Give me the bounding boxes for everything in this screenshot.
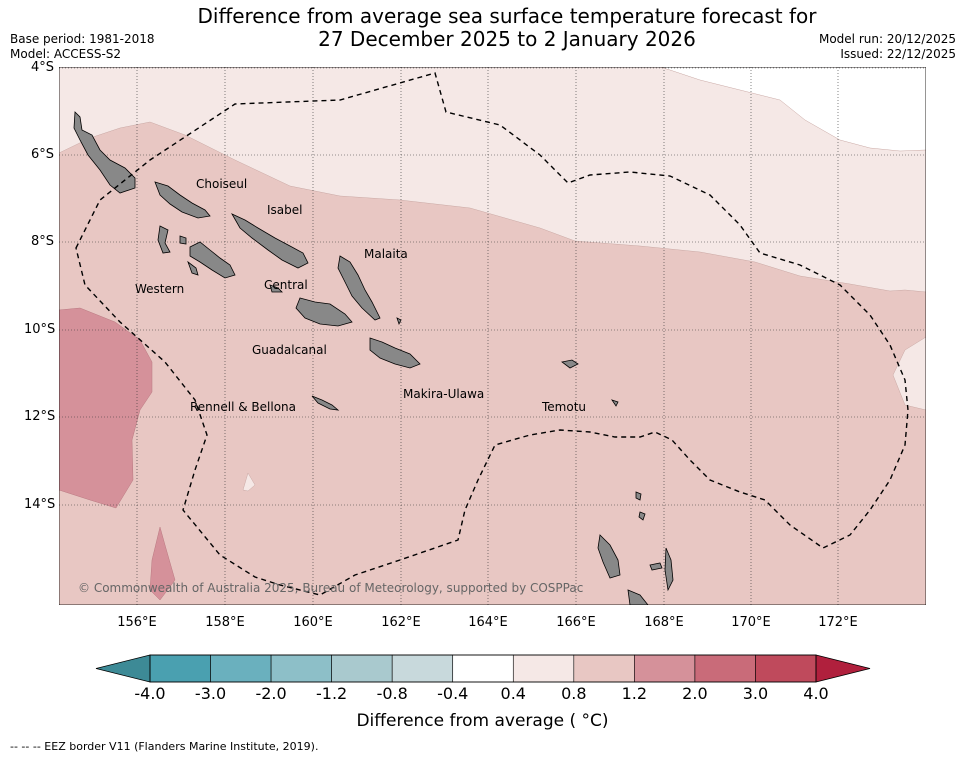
eez-border <box>75 72 909 596</box>
colorbar-cells <box>149 654 817 683</box>
map-panel <box>59 67 926 605</box>
colorbar-tick-label: -2.0 <box>255 684 287 703</box>
island-espiritu-santo <box>597 534 621 579</box>
colorbar-tick-label: 0.8 <box>561 684 587 703</box>
colorbar-tick-label: -3.0 <box>194 684 227 703</box>
gridlines <box>59 67 926 605</box>
lon-label-156e: 156°E <box>117 615 157 630</box>
anomaly-band-neutral-ne <box>659 67 926 152</box>
lon-label-170e: 170°E <box>731 615 771 630</box>
colorbar-extend-high <box>815 654 871 683</box>
lon-label-166e: 166°E <box>556 615 596 630</box>
colorbar-tick-label: 0.4 <box>500 684 526 703</box>
anomaly-band-0.4-0.8-east <box>892 336 926 411</box>
province-label-malaita: Malaita <box>364 247 408 261</box>
lat-label-14s: 14°S <box>24 497 56 512</box>
issued-text: Issued: 22/12/2025 <box>840 47 956 61</box>
province-label-western: Western <box>135 282 185 296</box>
anomaly-band-1.2-2.0-south <box>149 526 176 601</box>
province-label-choiseul: Choiseul <box>196 177 248 191</box>
island-ambae <box>649 562 663 571</box>
island-isabel <box>231 213 309 269</box>
island-santa-cruz <box>561 359 579 369</box>
colorbar-cell <box>694 654 756 683</box>
model-text: Model: ACCESS-S2 <box>10 47 122 61</box>
island-makira <box>369 337 421 369</box>
island-new-georgia <box>189 241 236 279</box>
colorbar <box>95 654 871 683</box>
colorbar-label: Difference from average ( °C) <box>356 711 609 731</box>
island-ranongga <box>187 260 199 276</box>
province-label-isabel: Isabel <box>267 203 303 217</box>
province-label-makira-ulawa: Makira-Ulawa <box>403 387 485 401</box>
island-banks <box>638 511 646 521</box>
island-vella <box>157 225 171 254</box>
island-bougainville <box>73 111 136 194</box>
anomaly-band-0.4-0.8-patch <box>242 472 256 492</box>
lat-label-8s: 8°S <box>30 234 54 249</box>
chart-title-line2: 27 December 2025 to 2 January 2026 <box>318 27 696 51</box>
island-kolombangara <box>179 235 187 245</box>
colorbar-cell <box>210 654 272 683</box>
island-choiseul <box>154 181 211 219</box>
lon-label-158e: 158°E <box>205 615 245 630</box>
copyright-text: © Commonwealth of Australia 2025, Bureau… <box>78 581 584 595</box>
lat-label-10s: 10°S <box>24 322 56 337</box>
lat-label-4s: 4°S <box>30 60 54 75</box>
lat-label-6s: 6°S <box>30 147 54 162</box>
colorbar-tick-label: 3.0 <box>742 684 769 703</box>
colorbar-tick-label: 2.0 <box>682 684 708 703</box>
colorbar-tick-label: 1.2 <box>621 684 648 703</box>
island-ulawa <box>396 317 402 326</box>
lon-label-168e: 168°E <box>644 615 684 630</box>
colorbar-cell <box>452 654 514 683</box>
lon-label-172e: 172°E <box>818 615 858 630</box>
colorbar-cell <box>270 654 332 683</box>
island-rennell <box>311 395 340 411</box>
colorbar-tick-label: -4.0 <box>134 684 166 703</box>
colorbar-tick-label: -0.8 <box>376 684 408 703</box>
colorbar-cell <box>149 654 211 683</box>
island-florida <box>269 284 283 293</box>
meta-left: Base period: 1981-2018 Model: ACCESS-S2 <box>10 32 155 62</box>
lat-label-12s: 12°S <box>24 409 56 424</box>
anomaly-band-1.2-2.0-west <box>59 307 153 509</box>
chart-title-line1: Difference from average sea surface temp… <box>197 4 817 28</box>
colorbar-tick-label: -1.2 <box>316 684 348 703</box>
island-malaita <box>337 255 381 321</box>
colorbar-cell <box>755 654 817 683</box>
land-masses <box>73 111 674 605</box>
province-label-temotu: Temotu <box>542 400 587 414</box>
island-pentecost <box>664 547 674 592</box>
anomaly-band-0.4-0.8-north <box>59 67 926 293</box>
base-period-text: Base period: 1981-2018 <box>10 32 155 46</box>
colorbar-cell <box>512 654 575 683</box>
model-run-text: Model run: 20/12/2025 <box>818 32 956 46</box>
province-label-guadalcanal: Guadalcanal <box>252 343 327 357</box>
island-vanikoro <box>611 399 619 407</box>
province-label-central: Central <box>264 278 308 292</box>
lon-label-162e: 162°E <box>381 615 421 630</box>
island-guadalcanal <box>295 297 353 327</box>
colorbar-tick-label: 4.0 <box>803 684 829 703</box>
meta-right: Model run: 20/12/2025 Issued: 22/12/2025 <box>819 32 956 62</box>
colorbar-cell <box>634 654 696 683</box>
colorbar-cell <box>331 654 393 683</box>
colorbar-tick-label: -0.4 <box>437 684 469 703</box>
eez-footnote: -- -- -- EEZ border V11 (Flanders Marine… <box>10 740 319 753</box>
colorbar-extend-low <box>95 654 151 683</box>
island-malekula <box>627 589 649 605</box>
island-torres <box>635 491 642 501</box>
colorbar-cell <box>573 654 635 683</box>
province-label-rennell-bellona: Rennell & Bellona <box>190 400 297 414</box>
lon-label-164e: 164°E <box>468 615 508 630</box>
lon-label-160e: 160°E <box>293 615 333 630</box>
colorbar-cell <box>391 654 454 683</box>
